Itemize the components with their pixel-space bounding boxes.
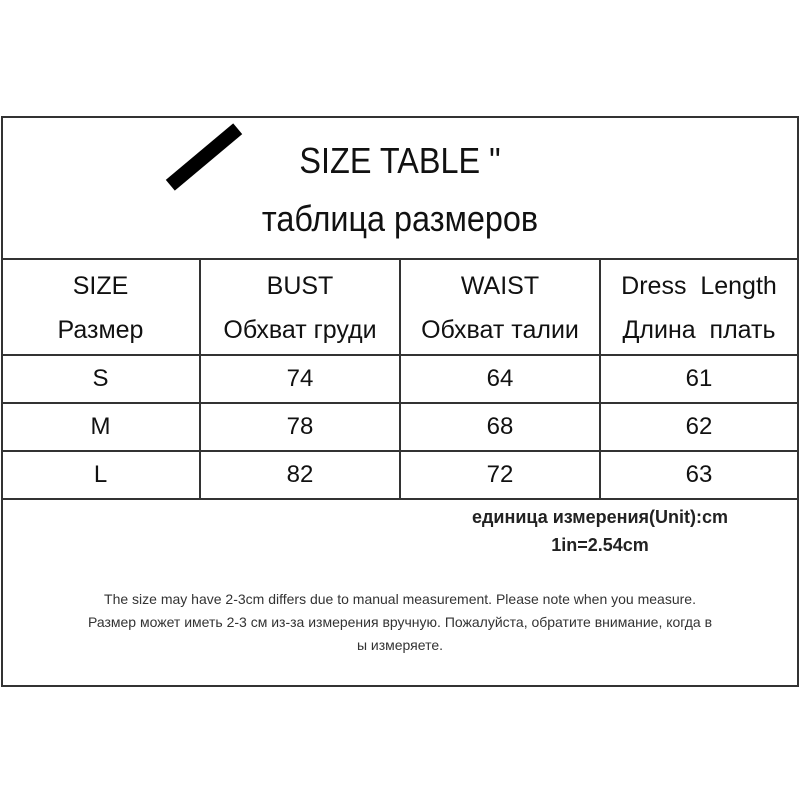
- header-ru: Обхват талии: [421, 316, 579, 344]
- size-table-frame: [1, 116, 799, 687]
- cell-waist: 68: [486, 413, 514, 440]
- header-waist: WAIST Обхват талии: [401, 262, 599, 354]
- header-ru: Обхват груди: [223, 316, 377, 344]
- cell-size: S: [92, 365, 109, 392]
- cell-length: 61: [685, 365, 713, 392]
- divider: [599, 259, 601, 500]
- cell-bust: 82: [286, 461, 314, 488]
- header-en: BUST: [266, 272, 334, 300]
- cell-waist: 72: [486, 461, 514, 488]
- cell-length: 63: [685, 461, 713, 488]
- header-ru: Размер: [57, 316, 144, 344]
- cell-size: L: [93, 461, 108, 488]
- header-dress-length: Dress Length Длина плать: [601, 262, 797, 354]
- note-ru-cont: ы измеряете.: [356, 637, 444, 653]
- header-en: SIZE: [72, 272, 129, 300]
- note-en: The size may have 2-3cm differs due to m…: [104, 591, 696, 607]
- cell-size: M: [90, 413, 111, 440]
- header-bust: BUST Обхват груди: [201, 262, 399, 354]
- inch-conversion: 1in=2.54cm: [551, 535, 649, 555]
- note-ru: Размер может иметь 2-3 см из-за измерени…: [87, 614, 713, 630]
- header-en: WAIST: [460, 272, 540, 300]
- title-en: SIZE TABLE ": [299, 140, 501, 181]
- divider: [199, 259, 201, 500]
- cell-length: 62: [685, 413, 713, 440]
- title-ru: таблица размеров: [261, 198, 539, 239]
- unit-label: единица измерения(Unit):cm: [471, 507, 729, 527]
- cell-bust: 78: [286, 413, 314, 440]
- cell-bust: 74: [286, 365, 314, 392]
- header-ru: Длина плать: [622, 316, 776, 344]
- header-size: SIZE Размер: [2, 262, 199, 354]
- cell-waist: 64: [486, 365, 514, 392]
- header-en: Dress Length: [621, 272, 777, 300]
- divider: [399, 259, 401, 500]
